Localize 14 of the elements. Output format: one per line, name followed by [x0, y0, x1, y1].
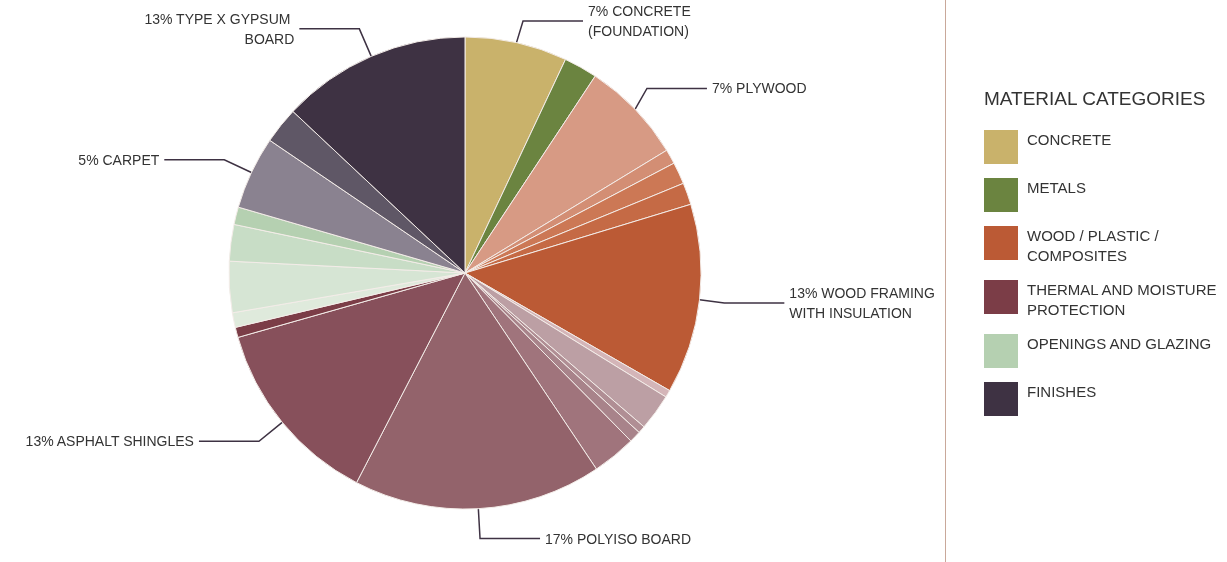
slice-label: 7% CONCRETE (FOUNDATION) [588, 3, 695, 39]
slice-label: 13% ASPHALT SHINGLES [25, 433, 194, 450]
category-label: OPENINGS AND GLAZING [1027, 334, 1213, 354]
slice-label: 7% PLYWOOD [711, 80, 807, 97]
category-label: THERMAL AND MOISTURE PROTECTION [1027, 280, 1218, 320]
slice-label: 13% TYPE X GYPSUM BOARD [144, 10, 295, 47]
slice-label: 5% CARPET [78, 151, 160, 168]
category-label: CONCRETE [1027, 130, 1113, 150]
category-label: FINISHES [1027, 382, 1098, 402]
slice-label: 13% WOOD FRAMING WITH INSULATION [789, 285, 939, 322]
legend-title: MATERIAL CATEGORIES [984, 88, 1207, 110]
category-label: METALS [1027, 178, 1087, 198]
category-label: WOOD / PLASTIC / COMPOSITES [1027, 226, 1160, 266]
slice-label: 17% POLYISO BOARD [545, 530, 692, 547]
